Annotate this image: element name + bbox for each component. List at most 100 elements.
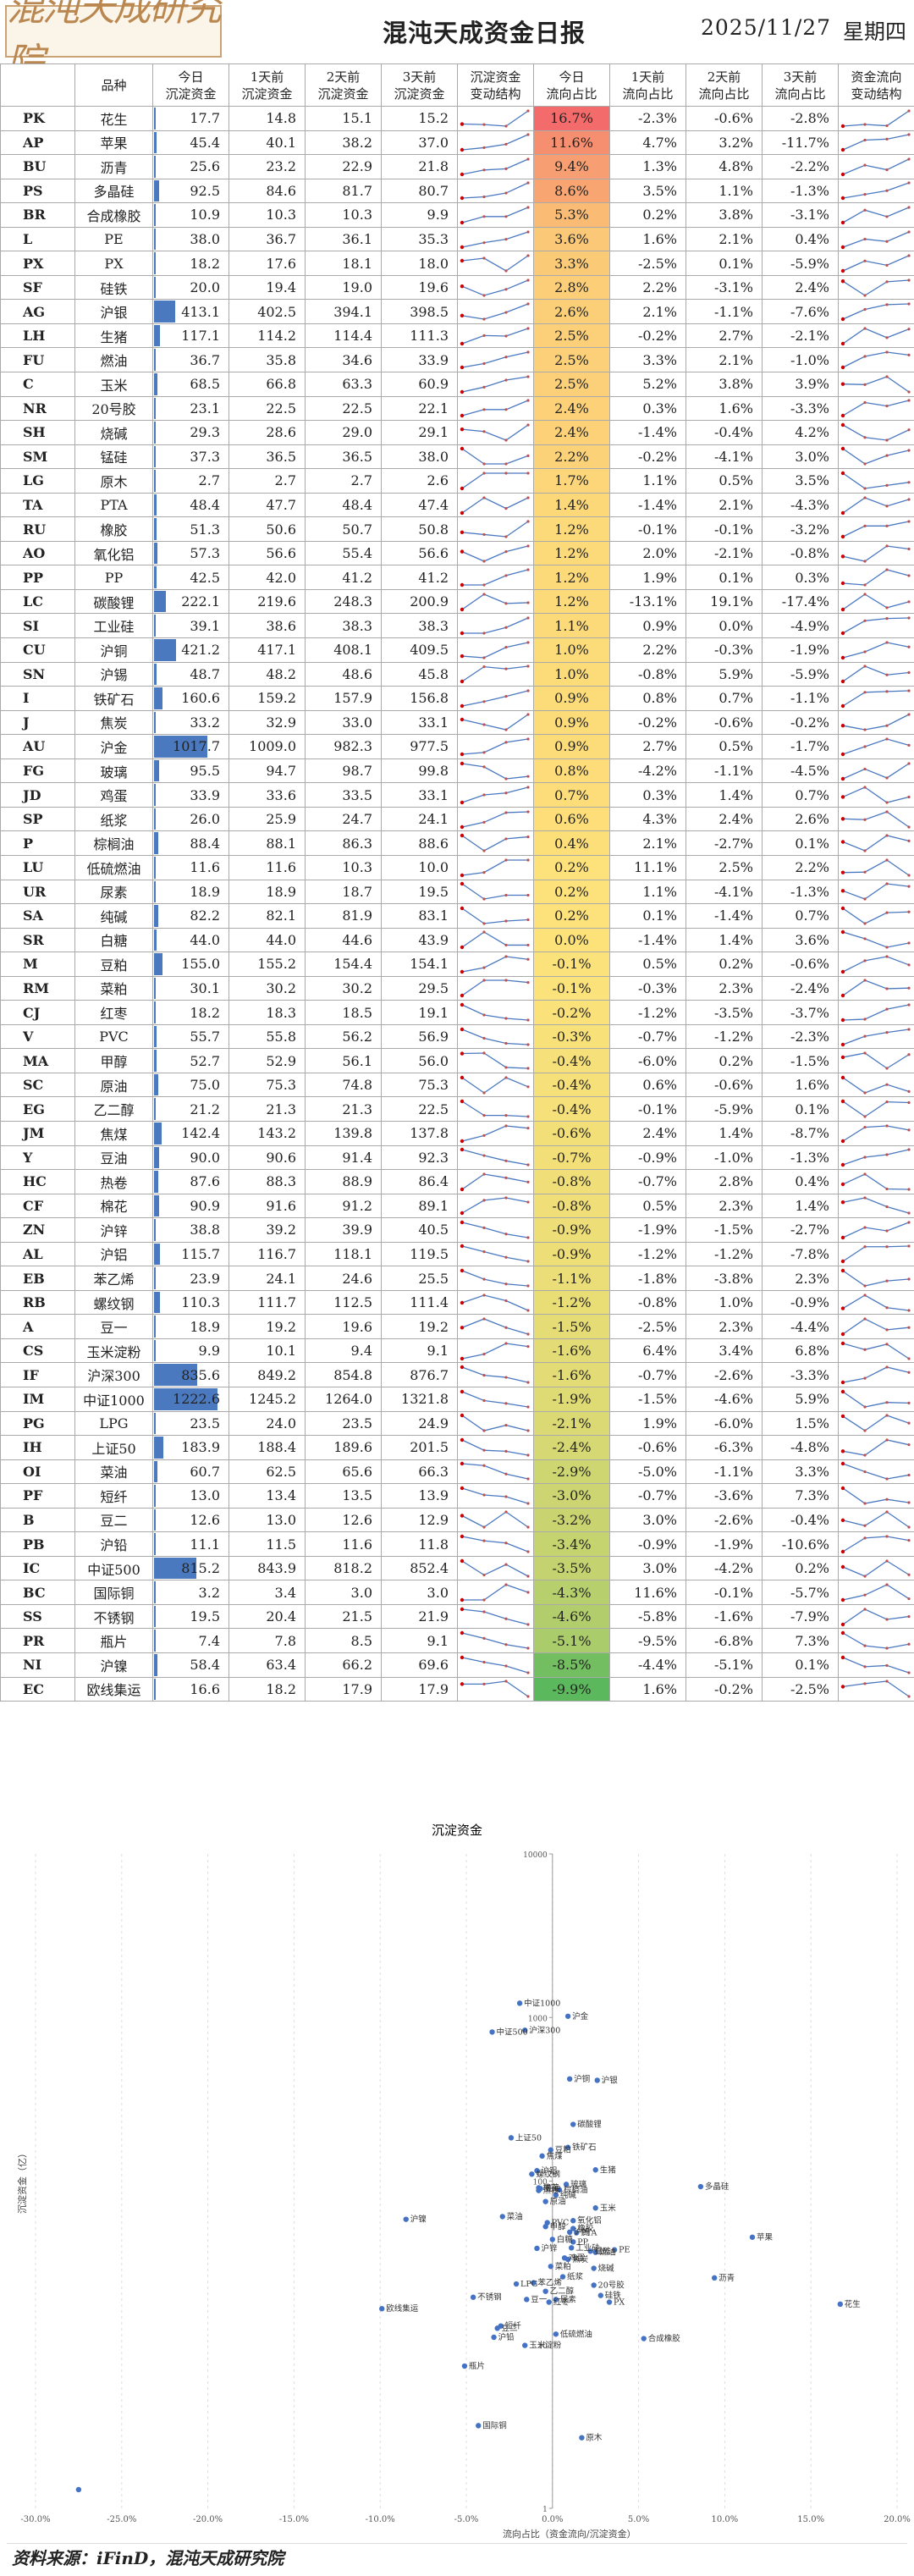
flow-2d: -4.2% [686,1555,763,1581]
flow-sparkline [840,1583,911,1602]
flow-3d: -1.5% [762,1048,839,1073]
flow-1d: -0.7% [609,1169,686,1194]
sparkline-point [526,1550,530,1553]
scatter-point [837,2301,844,2308]
flow-2d: -1.2% [686,1023,763,1050]
sparkline-point [460,969,465,974]
sparkline-point [482,665,486,669]
scatter-point [548,2147,553,2153]
sparkline-point [907,206,911,209]
sparkline-path [461,1657,529,1674]
sparkline-point [840,1597,845,1602]
sparkline-path [842,1318,910,1335]
sparkline-point [482,966,486,969]
today-funds-cell: 37.3 [152,444,229,470]
table-row: AL 沪铝 115.7 116.7 118.1 119.5 -0.9% -1.2% -1.2% -… [0,1241,914,1267]
commodity-code: JD [0,782,75,808]
funds-sparkline [460,568,530,587]
sparkline-point [885,1663,889,1667]
funds-2d: 55.4 [305,540,382,566]
funds-3d: 19.6 [381,274,458,301]
funds-2d: 24.7 [305,806,382,832]
scatter-point-label: 苯乙烯 [537,2278,562,2288]
flow-2d: 1.0% [686,1289,763,1316]
funds-sparkline [460,1534,530,1553]
funds-3d: 876.7 [381,1362,458,1387]
scatter-point-label: PP [577,2237,588,2247]
scatter-point-label: PTA [581,2228,597,2237]
flow-3d: 1.4% [762,1193,839,1219]
flow-3d: 0.4% [762,226,839,252]
sparkline-point [460,946,465,950]
scatter-point [489,2029,495,2035]
sparkline-point [907,743,911,747]
funds-spark-cell [457,830,534,856]
sparkline-point [504,167,508,170]
sparkline-point [482,532,486,537]
flow-1d: -9.5% [609,1628,686,1653]
sparkline-path [461,351,529,368]
today-flow: -0.6% [533,1120,610,1146]
funds-spark-cell [457,709,534,736]
flow-sparkline [840,157,911,177]
funds-3d: 18.0 [381,251,458,276]
flow-spark-cell [838,709,914,736]
sparkline-point [907,133,911,136]
commodity-code: EG [0,1096,75,1122]
commodity-code: IC [0,1555,75,1581]
sparkline-point [885,775,889,780]
sparkline-point [863,937,867,940]
flow-sparkline [840,786,911,804]
funds-1d: 219.6 [228,588,306,615]
sparkline-point [504,462,508,466]
today-funds-cell: 142.4 [152,1120,229,1146]
today-funds-value: 42.5 [190,569,220,586]
sparkline-path [842,255,910,272]
flow-2d: -0.2% [686,1676,763,1702]
sparkline-path [461,1197,529,1214]
sparkline-point [840,196,845,201]
flow-spark-cell [838,952,914,977]
sparkline-point [460,148,465,152]
today-funds-value: 19.5 [190,1608,220,1625]
funds-bar [154,1581,156,1603]
funds-2d: 19.0 [305,274,382,301]
flow-spark-cell [838,154,914,179]
sparkline-point [460,1244,465,1249]
commodity-name: 橡胶 [74,516,153,542]
flow-3d: 3.0% [762,444,839,470]
commodity-name: 豆粕 [74,952,153,977]
today-funds-cell: 48.7 [152,661,229,687]
flow-1d: 0.8% [609,686,686,711]
sparkline-point [504,472,508,475]
scatter-point-label: 棕榈油 [564,2185,588,2195]
flow-spark-cell [838,637,914,663]
today-flow: 3.6% [533,226,610,252]
today-funds-cell: 36.7 [152,347,229,373]
y-tick-label: 1 [542,2506,548,2514]
flow-spark-cell [838,1603,914,1630]
sparkline-path [461,1028,529,1045]
header-2d-flow: 2天前 流向占比 [686,63,763,107]
sparkline-point [840,341,845,345]
sparkline-point [526,520,530,523]
table-row: SC 原油 75.0 75.3 74.8 75.3 -0.4% 0.6% -0.6% 1.6% [0,1072,914,1098]
commodity-name: 沪锡 [74,661,153,687]
sparkline-point [840,148,845,152]
sparkline-point [885,617,889,621]
funds-1d: 402.5 [228,299,306,324]
today-flow: 1.0% [533,661,610,687]
sparkline-point [885,240,889,243]
sparkline-path [461,158,529,175]
funds-1d: 22.5 [228,395,306,422]
sparkline-point [863,1574,867,1578]
sparkline-point [840,1341,845,1345]
sparkline-point [504,1342,508,1345]
funds-2d: 18.1 [305,251,382,276]
funds-1d: 40.1 [228,130,306,156]
today-flow: -3.4% [533,1531,610,1557]
sparkline-path [461,883,528,900]
funds-1d: 39.2 [228,1217,306,1243]
funds-1d: 19.4 [228,274,306,301]
sparkline-point [863,436,867,439]
